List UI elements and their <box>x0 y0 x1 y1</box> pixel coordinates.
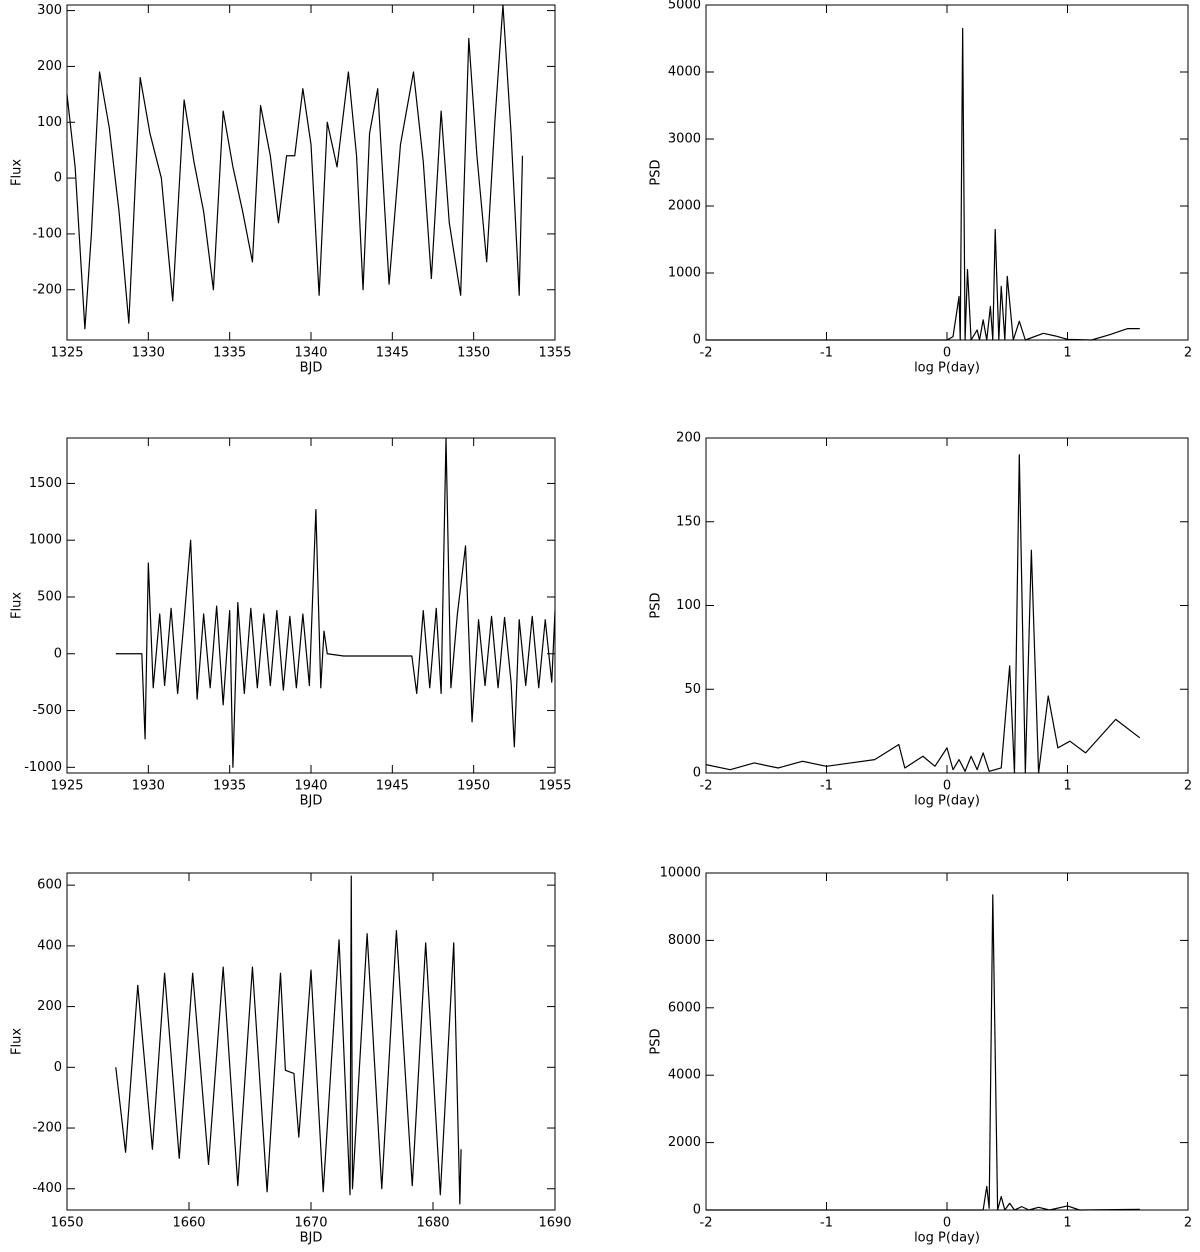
x-tick-label: 0 <box>943 346 951 361</box>
y-tick-label: 200 <box>676 431 701 446</box>
x-tick-label: 1 <box>1063 1216 1071 1231</box>
y-tick-label: 1000 <box>29 533 62 548</box>
y-tick-label: 0 <box>693 766 701 781</box>
data-line <box>66 4 524 330</box>
x-tick-label: 1950 <box>457 779 490 794</box>
y-tick-label: 500 <box>37 589 62 604</box>
data-line <box>115 437 556 768</box>
x-tick-label: 0 <box>943 1216 951 1231</box>
x-axis-label: BJD <box>300 794 323 809</box>
x-tick-label: 1670 <box>294 1216 327 1231</box>
y-tick-label: -200 <box>32 1121 62 1136</box>
y-tick-label: -200 <box>32 282 62 297</box>
y-tick-label: -400 <box>32 1181 62 1196</box>
y-tick-label: 100 <box>37 115 62 130</box>
x-tick-label: 2 <box>1184 346 1192 361</box>
data-line <box>115 875 462 1205</box>
plot-frame <box>705 437 1189 774</box>
y-tick-label: 10000 <box>660 866 701 881</box>
x-tick-label: 1935 <box>213 779 246 794</box>
x-tick-label: 2 <box>1184 779 1192 794</box>
y-tick-label: 2000 <box>668 199 701 214</box>
y-tick-label: 4000 <box>668 65 701 80</box>
x-tick-label: 1340 <box>294 346 327 361</box>
x-tick-label: 1940 <box>294 779 327 794</box>
x-axis-label: log P(day) <box>914 794 980 809</box>
x-tick-label: 1660 <box>172 1216 205 1231</box>
x-tick-label: 1925 <box>50 779 83 794</box>
x-tick-label: 1325 <box>50 346 83 361</box>
x-tick-label: -2 <box>700 779 713 794</box>
x-tick-label: 1 <box>1063 346 1071 361</box>
x-axis-label: log P(day) <box>914 1231 980 1246</box>
y-axis-label: Flux <box>10 159 25 186</box>
x-tick-label: -2 <box>700 346 713 361</box>
y-tick-label: 600 <box>37 878 62 893</box>
y-axis-label: PSD <box>649 592 664 618</box>
y-tick-label: 0 <box>54 171 62 186</box>
x-tick-label: 1650 <box>50 1216 83 1231</box>
x-tick-label: 1945 <box>376 779 409 794</box>
y-tick-label: 200 <box>37 999 62 1014</box>
y-tick-label: 2000 <box>668 1135 701 1150</box>
y-axis-label: Flux <box>10 1028 25 1055</box>
data-line <box>706 894 1140 1211</box>
plot-frame <box>66 872 556 1211</box>
y-tick-label: 300 <box>37 3 62 18</box>
y-tick-label: 6000 <box>668 1000 701 1015</box>
y-tick-label: 200 <box>37 59 62 74</box>
x-tick-label: 1930 <box>132 779 165 794</box>
data-line <box>705 454 1141 774</box>
y-tick-label: 8000 <box>668 933 701 948</box>
y-tick-label: 0 <box>693 1203 701 1218</box>
x-tick-label: -1 <box>820 1216 833 1231</box>
y-tick-label: 1500 <box>29 476 62 491</box>
y-tick-label: -500 <box>32 703 62 718</box>
y-tick-label: 400 <box>37 938 62 953</box>
y-axis-label: Flux <box>10 592 25 619</box>
plot-frame <box>705 4 1189 341</box>
x-axis-label: BJD <box>300 1231 323 1246</box>
x-tick-label: -2 <box>700 1216 713 1231</box>
x-tick-label: 2 <box>1184 1216 1192 1231</box>
x-tick-label: 1350 <box>457 346 490 361</box>
x-tick-label: 1690 <box>538 1216 571 1231</box>
x-tick-label: 1955 <box>538 779 571 794</box>
x-tick-label: 1330 <box>132 346 165 361</box>
plot-frame <box>66 4 556 341</box>
x-tick-label: 1345 <box>376 346 409 361</box>
plot-frame <box>66 437 556 774</box>
y-tick-label: -1000 <box>24 760 62 775</box>
y-tick-label: 50 <box>684 682 701 697</box>
data-line <box>706 27 1140 341</box>
y-tick-label: 0 <box>693 333 701 348</box>
x-tick-label: 1680 <box>416 1216 449 1231</box>
y-tick-label: -100 <box>32 226 62 241</box>
y-tick-label: 4000 <box>668 1068 701 1083</box>
plot-frame <box>705 872 1189 1211</box>
y-tick-label: 5000 <box>668 0 701 13</box>
y-axis-label: PSD <box>649 159 664 185</box>
x-tick-label: 1 <box>1063 779 1071 794</box>
y-tick-label: 100 <box>676 598 701 613</box>
y-axis-label: PSD <box>649 1028 664 1054</box>
x-tick-label: -1 <box>820 346 833 361</box>
x-tick-label: -1 <box>820 779 833 794</box>
y-tick-label: 150 <box>676 514 701 529</box>
y-tick-label: 0 <box>54 646 62 661</box>
y-tick-label: 1000 <box>668 266 701 281</box>
x-axis-label: BJD <box>300 361 323 376</box>
x-axis-label: log P(day) <box>914 361 980 376</box>
x-tick-label: 1355 <box>538 346 571 361</box>
y-tick-label: 3000 <box>668 132 701 147</box>
x-tick-label: 1335 <box>213 346 246 361</box>
y-tick-label: 0 <box>54 1060 62 1075</box>
x-tick-label: 0 <box>943 779 951 794</box>
